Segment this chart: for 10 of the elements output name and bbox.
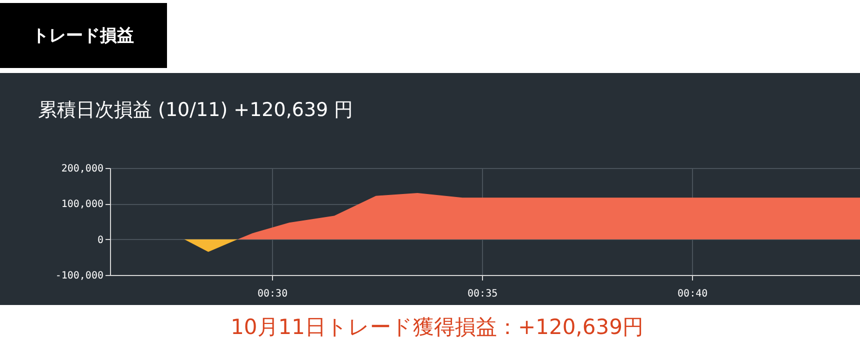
- y-tick-label: 100,000: [61, 199, 104, 210]
- x-tick-label: 00:40: [678, 288, 708, 300]
- x-tick-label: 00:35: [467, 288, 498, 300]
- y-tick-label: -100,000: [55, 270, 104, 282]
- text: 10月11日トレード獲得損益：+120,639円: [230, 315, 644, 339]
- chart-subtitle: 累積日次損益 (10/11) +120,639 円: [38, 99, 354, 121]
- y-tick-label: 0: [97, 234, 104, 246]
- y-tick-label: 200,000: [61, 164, 104, 174]
- chart-title: トレード損益: [32, 26, 134, 46]
- x-tick-label: 00:30: [257, 288, 288, 300]
